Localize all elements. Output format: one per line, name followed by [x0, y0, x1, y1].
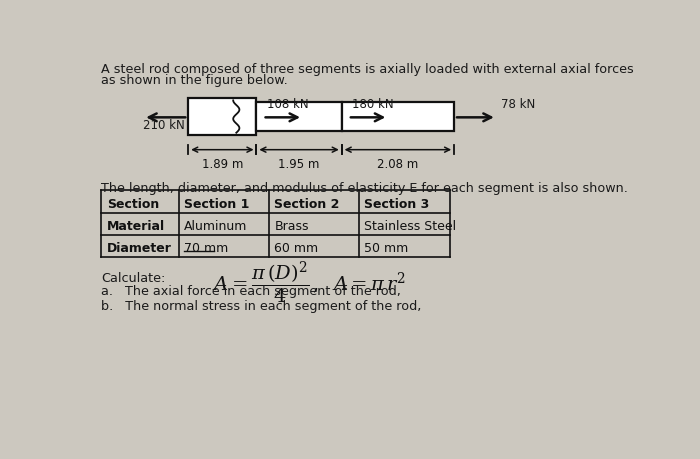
Text: 2.08 m: 2.08 m — [377, 157, 419, 170]
Text: 60 mm: 60 mm — [274, 242, 319, 255]
Text: Calculate:: Calculate: — [102, 272, 166, 285]
Text: 50 mm: 50 mm — [364, 242, 408, 255]
Text: Section: Section — [107, 197, 159, 210]
Text: Section 1: Section 1 — [184, 197, 250, 210]
Bar — [188, 99, 256, 136]
Text: Section 3: Section 3 — [364, 197, 429, 210]
Text: The length, diameter, and modulus of elasticity E for each segment is also shown: The length, diameter, and modulus of ela… — [102, 182, 629, 195]
Text: 180 kN: 180 kN — [352, 97, 393, 111]
Text: 1.95 m: 1.95 m — [279, 157, 320, 170]
Text: Diameter: Diameter — [107, 242, 172, 255]
Text: a.   The axial force in each segment of the rod,: a. The axial force in each segment of th… — [102, 285, 401, 298]
Text: 1.89 m: 1.89 m — [202, 157, 243, 170]
Text: 108 kN: 108 kN — [267, 97, 308, 111]
Text: Section 2: Section 2 — [274, 197, 340, 210]
Text: 210 kN: 210 kN — [144, 119, 185, 132]
Text: Stainless Steel: Stainless Steel — [364, 219, 456, 232]
Bar — [256, 103, 342, 132]
Text: A steel rod composed of three segments is axially loaded with external axial for: A steel rod composed of three segments i… — [102, 63, 634, 76]
Bar — [342, 103, 454, 132]
Text: $A = \dfrac{\pi\,(D)^2}{4}$$\,,\;\; A = \pi\,r^2$: $A = \dfrac{\pi\,(D)^2}{4}$$\,,\;\; A = … — [211, 259, 406, 305]
Text: Material: Material — [107, 219, 165, 232]
Text: Brass: Brass — [274, 219, 309, 232]
Text: as shown in the figure below.: as shown in the figure below. — [102, 73, 288, 86]
Text: 78 kN: 78 kN — [500, 97, 535, 111]
Text: 70 mm: 70 mm — [184, 242, 229, 255]
Text: b.   The normal stress in each segment of the rod,: b. The normal stress in each segment of … — [102, 299, 422, 313]
Text: Aluminum: Aluminum — [184, 219, 248, 232]
